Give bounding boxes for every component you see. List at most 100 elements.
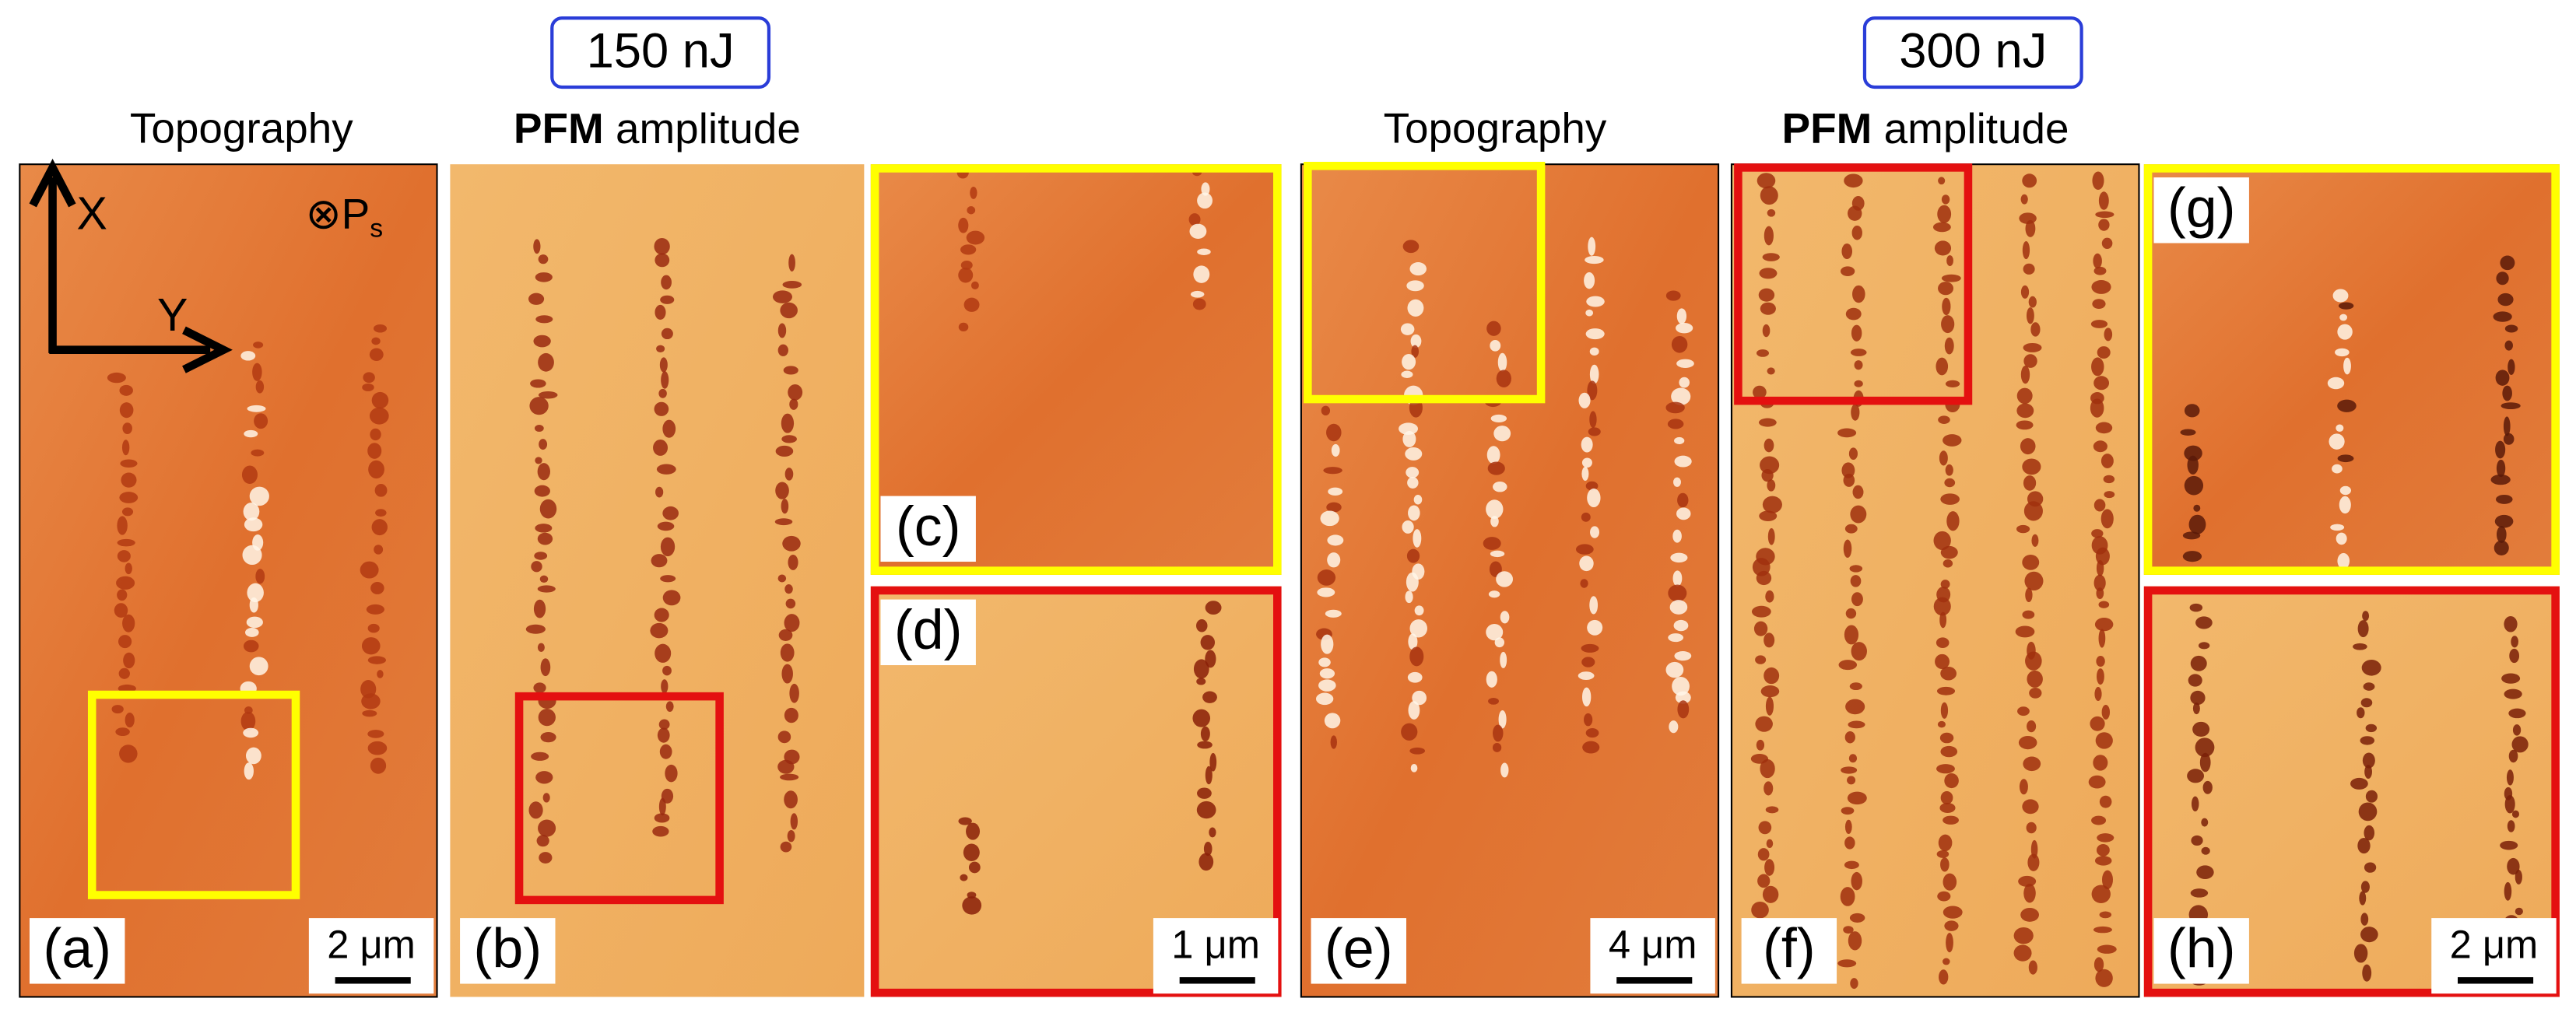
domain-feature bbox=[2091, 885, 2111, 904]
domain-feature bbox=[2099, 795, 2112, 808]
domain-feature bbox=[963, 843, 980, 862]
domain-feature bbox=[1758, 288, 1775, 302]
domain-feature bbox=[534, 485, 550, 497]
domain-feature bbox=[2515, 907, 2523, 916]
domain-feature bbox=[658, 388, 667, 398]
domain-feature bbox=[2359, 891, 2367, 906]
domain-feature bbox=[780, 773, 799, 781]
domain-feature bbox=[2337, 454, 2354, 463]
domain-feature bbox=[2335, 348, 2350, 357]
domain-feature bbox=[1197, 787, 1212, 799]
domain-feature bbox=[1757, 848, 1770, 861]
domain-feature bbox=[2339, 314, 2348, 321]
domain-feature bbox=[1409, 747, 1426, 755]
domain-feature bbox=[2502, 385, 2512, 401]
domain-feature bbox=[1944, 773, 1959, 789]
domain-feature bbox=[655, 486, 664, 498]
domain-feature bbox=[778, 629, 793, 642]
domain-feature bbox=[1938, 282, 1954, 296]
panel: (e) 4 μm bbox=[1300, 163, 1720, 998]
domain-feature bbox=[2018, 875, 2037, 887]
domain-feature bbox=[781, 499, 789, 514]
domain-feature bbox=[784, 707, 798, 723]
domain-feature bbox=[789, 683, 799, 703]
label-box bbox=[2153, 177, 2249, 243]
domain-feature bbox=[118, 635, 132, 649]
domain-feature bbox=[1400, 323, 1415, 335]
domain-feature bbox=[661, 328, 673, 340]
domain-feature bbox=[1401, 723, 1418, 741]
domain-feature bbox=[1940, 857, 1950, 872]
domain-feature bbox=[2019, 779, 2028, 795]
domain-feature bbox=[2494, 540, 2509, 555]
domain-feature bbox=[2022, 799, 2039, 815]
domain-feature bbox=[121, 472, 137, 488]
domain-feature bbox=[1767, 479, 1776, 492]
panel-border bbox=[2143, 586, 2560, 997]
domain-feature bbox=[538, 391, 558, 399]
domain-feature bbox=[1324, 713, 1341, 729]
domain-feature bbox=[777, 759, 795, 774]
domain-feature bbox=[2022, 610, 2035, 619]
domain-feature bbox=[958, 817, 972, 825]
domain-feature bbox=[654, 401, 669, 416]
domain-feature bbox=[1409, 646, 1424, 667]
domain-feature bbox=[960, 261, 973, 270]
domain-feature bbox=[115, 727, 130, 737]
domain-feature bbox=[1764, 859, 1775, 876]
domain-feature bbox=[1850, 978, 1858, 990]
panel-label: (d) bbox=[894, 599, 963, 661]
label-box bbox=[29, 918, 125, 984]
domain-feature bbox=[1766, 839, 1774, 849]
domain-feature bbox=[1407, 299, 1424, 317]
domain-feature bbox=[1490, 516, 1499, 527]
domain-feature bbox=[1490, 550, 1505, 558]
panel-border bbox=[2143, 164, 2560, 575]
domain-feature bbox=[2504, 881, 2512, 901]
domain-feature bbox=[367, 443, 382, 459]
label-box bbox=[1311, 918, 1406, 984]
domain-feature bbox=[1946, 255, 1953, 267]
domain-feature bbox=[1755, 716, 1773, 732]
domain-feature bbox=[1849, 565, 1863, 573]
domain-feature bbox=[2025, 651, 2042, 671]
domain-feature bbox=[790, 813, 798, 830]
domain-feature bbox=[1673, 477, 1681, 487]
domain-feature bbox=[1500, 762, 1509, 778]
domain-feature bbox=[367, 741, 388, 755]
panel-label: (a) bbox=[43, 917, 111, 979]
domain-feature bbox=[1758, 821, 1772, 835]
domain-feature bbox=[782, 535, 801, 552]
domain-feature bbox=[1492, 743, 1502, 752]
domain-feature bbox=[1581, 512, 1591, 522]
domain-feature bbox=[2095, 211, 2114, 219]
panel: (c) bbox=[870, 164, 1282, 575]
panel-image bbox=[450, 164, 865, 997]
domain-feature bbox=[1488, 697, 1499, 705]
zoom-box bbox=[87, 690, 300, 899]
domain-feature bbox=[2360, 913, 2369, 926]
domain-feature bbox=[1669, 600, 1688, 615]
panel-label: (h) bbox=[2167, 917, 2236, 979]
domain-feature bbox=[785, 598, 796, 609]
domain-feature bbox=[2093, 499, 2106, 512]
domain-feature bbox=[1841, 766, 1858, 774]
scale-label: 2 μm bbox=[2450, 922, 2539, 966]
domain-feature bbox=[240, 351, 256, 361]
domain-feature bbox=[2022, 240, 2030, 260]
domain-feature bbox=[1848, 447, 1858, 460]
domain-feature bbox=[2093, 266, 2107, 275]
domain-feature bbox=[537, 463, 550, 481]
domain-feature bbox=[242, 545, 262, 566]
domain-feature bbox=[962, 896, 982, 915]
domain-feature bbox=[125, 562, 132, 575]
domain-feature bbox=[533, 239, 541, 254]
domain-feature bbox=[2353, 643, 2367, 650]
domain-feature bbox=[2020, 366, 2030, 384]
domain-feature bbox=[253, 342, 264, 349]
domain-feature bbox=[2022, 173, 2037, 188]
domain-feature bbox=[2094, 856, 2112, 866]
panel-label: (b) bbox=[473, 917, 542, 979]
domain-feature bbox=[1409, 619, 1428, 638]
domain-feature bbox=[362, 709, 377, 717]
